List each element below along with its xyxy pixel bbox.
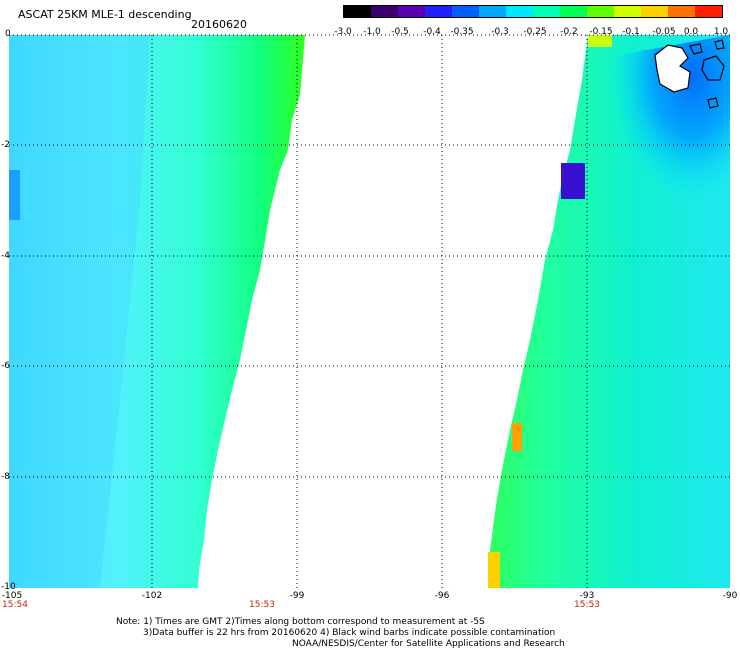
lat-label: -8 bbox=[1, 472, 10, 482]
swath-right-yellow-patch bbox=[488, 552, 500, 588]
colorbar bbox=[343, 5, 723, 18]
colorbar-segment bbox=[587, 6, 614, 17]
swath-left bbox=[9, 35, 305, 588]
lon-label: -105 bbox=[1, 591, 23, 601]
swath-right-orange-patch bbox=[512, 423, 522, 451]
lat-lon-grid bbox=[9, 35, 730, 588]
lon-label: -102 bbox=[141, 591, 163, 601]
lat-label: 0 bbox=[5, 29, 11, 39]
product-date: 20160620 bbox=[191, 18, 247, 31]
colorbar-tick-label: -0.25 bbox=[523, 27, 547, 37]
lon-label: -96 bbox=[434, 591, 450, 601]
footer-note-1: Note: 1) Times are GMT 2)Times along bot… bbox=[116, 617, 485, 627]
footer-note-3: NOAA/NESDIS/Center for Satellite Applica… bbox=[292, 639, 565, 649]
colorbar-tick-label: -1.0 bbox=[363, 27, 381, 37]
colorbar-segment bbox=[398, 6, 425, 17]
galapagos-islands bbox=[654, 39, 725, 109]
lat-label: -6 bbox=[1, 361, 10, 371]
lon-label: -93 bbox=[579, 591, 595, 601]
lon-label: -99 bbox=[289, 591, 305, 601]
colorbar-segment bbox=[533, 6, 560, 17]
lat-label: -10 bbox=[1, 582, 16, 592]
colorbar-tick-label: -0.15 bbox=[589, 27, 613, 37]
colorbar-segment bbox=[371, 6, 398, 17]
colorbar-segment bbox=[452, 6, 479, 17]
colorbar-tick-label: -0.05 bbox=[652, 27, 676, 37]
lon-label: -90 bbox=[722, 591, 738, 601]
colorbar-tick-label: 1.0 bbox=[713, 27, 729, 37]
colorbar-segment bbox=[695, 6, 722, 17]
lat-label: -2 bbox=[1, 140, 10, 150]
swath-right-purple-patch bbox=[561, 163, 585, 199]
swath-left-edge-blue bbox=[9, 170, 20, 220]
time-label: 15:53 bbox=[249, 600, 275, 610]
colorbar-tick-label: -0.2 bbox=[560, 27, 578, 37]
product-title: ASCAT 25KM MLE-1 descending bbox=[18, 8, 192, 21]
colorbar-segment bbox=[425, 6, 452, 17]
colorbar-segment bbox=[614, 6, 641, 17]
swath-left-shade bbox=[9, 35, 150, 588]
colorbar-tick-label: -0.3 bbox=[491, 27, 509, 37]
swath-right-yellow-top bbox=[588, 35, 612, 47]
colorbar-tick-label: -0.1 bbox=[622, 27, 640, 37]
colorbar-tick-label: -0.35 bbox=[450, 27, 474, 37]
footer-note-2: 3)Data buffer is 22 hrs from 20160620 4)… bbox=[143, 628, 556, 638]
colorbar-segment bbox=[560, 6, 587, 17]
colorbar-segment bbox=[506, 6, 533, 17]
colorbar-tick-label: -0.4 bbox=[423, 27, 441, 37]
time-label: 15:53 bbox=[574, 600, 600, 610]
colorbar-tick-label: 0.0 bbox=[683, 27, 699, 37]
colorbar-segment bbox=[479, 6, 506, 17]
colorbar-tick-label: -3.0 bbox=[334, 27, 352, 37]
colorbar-segment bbox=[668, 6, 695, 17]
colorbar-segment bbox=[641, 6, 668, 17]
time-label: 15:54 bbox=[2, 600, 28, 610]
lat-label: -4 bbox=[1, 251, 10, 261]
colorbar-tick-label: -0.5 bbox=[391, 27, 409, 37]
colorbar-segment bbox=[344, 6, 371, 17]
swath-right-blue-region bbox=[580, 35, 730, 260]
